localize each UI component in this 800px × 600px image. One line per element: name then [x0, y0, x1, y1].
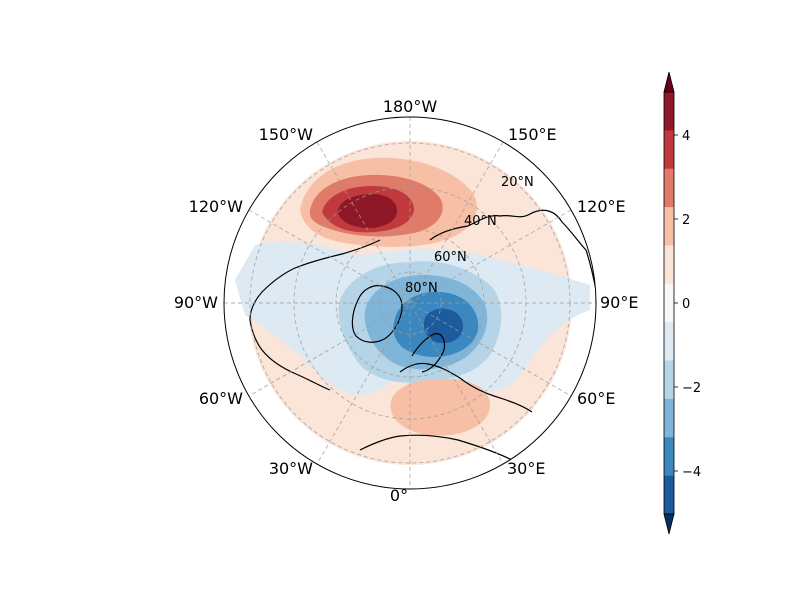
- colorbar-segment: [664, 398, 674, 438]
- coastline-europe: [399, 362, 533, 413]
- colorbar-segment: [664, 437, 674, 477]
- colorbar-tick-label: −2: [682, 381, 701, 396]
- lon-label-120w: 120°W: [189, 197, 244, 216]
- colorbar-segment: [664, 475, 674, 515]
- colorbar-ticks: 4 2 0 −2 −4: [674, 129, 701, 480]
- polar-map: 20°N 40°N 60°N 80°N 180°W 150°E 120°E 90…: [174, 97, 639, 505]
- lon-label-90e: 90°E: [600, 293, 638, 312]
- lon-label-120e: 120°E: [577, 197, 626, 216]
- colorbar-segment: [664, 207, 674, 246]
- lat-label-40n: 40°N: [464, 214, 497, 229]
- anomaly-field: [224, 117, 596, 489]
- lon-label-150w: 150°W: [259, 125, 314, 144]
- colorbar-extend-top: [663, 71, 675, 93]
- lon-label-60e: 60°E: [577, 389, 615, 408]
- coastline-north-america: [249, 239, 381, 391]
- lon-label-180w: 180°W: [383, 97, 438, 116]
- lon-label-30e: 30°E: [507, 459, 545, 478]
- colorbar-segment: [664, 130, 674, 170]
- contour-pos-med: [390, 378, 491, 436]
- colorbar-tick-label: 0: [682, 297, 690, 312]
- colorbar-segment: [664, 168, 674, 208]
- meridian-120-300: [248, 209, 572, 397]
- colorbar-segment: [664, 283, 674, 323]
- lat-label-60n: 60°N: [434, 250, 467, 265]
- colorbar-segment: [664, 92, 674, 131]
- colorbar-tick-label: 2: [682, 213, 690, 228]
- colorbar-segment: [664, 360, 674, 400]
- lat-label-80n: 80°N: [405, 281, 438, 296]
- colorbar-segment: [664, 322, 674, 362]
- colorbar-extend-bottom: [663, 513, 675, 535]
- lon-label-60w: 60°W: [199, 389, 243, 408]
- map-boundary: [223, 116, 597, 490]
- lon-label-0: 0°: [390, 486, 408, 505]
- lon-label-150e: 150°E: [508, 125, 557, 144]
- colorbar-tick-label: 4: [682, 129, 690, 144]
- lon-label-30w: 30°W: [269, 459, 313, 478]
- colorbar-segments: [663, 71, 675, 535]
- colorbar: 4 2 0 −2 −4: [663, 71, 701, 535]
- colorbar-tick-label: −4: [682, 465, 701, 480]
- lat-label-20n: 20°N: [501, 175, 534, 190]
- gridlines: [224, 117, 596, 489]
- latitude-labels: 20°N 40°N 60°N 80°N: [405, 175, 534, 296]
- longitude-labels: 180°W 150°E 120°E 90°E 60°E 30°E 0° 30°W…: [174, 97, 639, 505]
- coastline-asia: [429, 209, 596, 291]
- lon-label-90w: 90°W: [174, 293, 218, 312]
- colorbar-segment: [664, 245, 674, 285]
- coastline-scandinavia: [411, 333, 446, 373]
